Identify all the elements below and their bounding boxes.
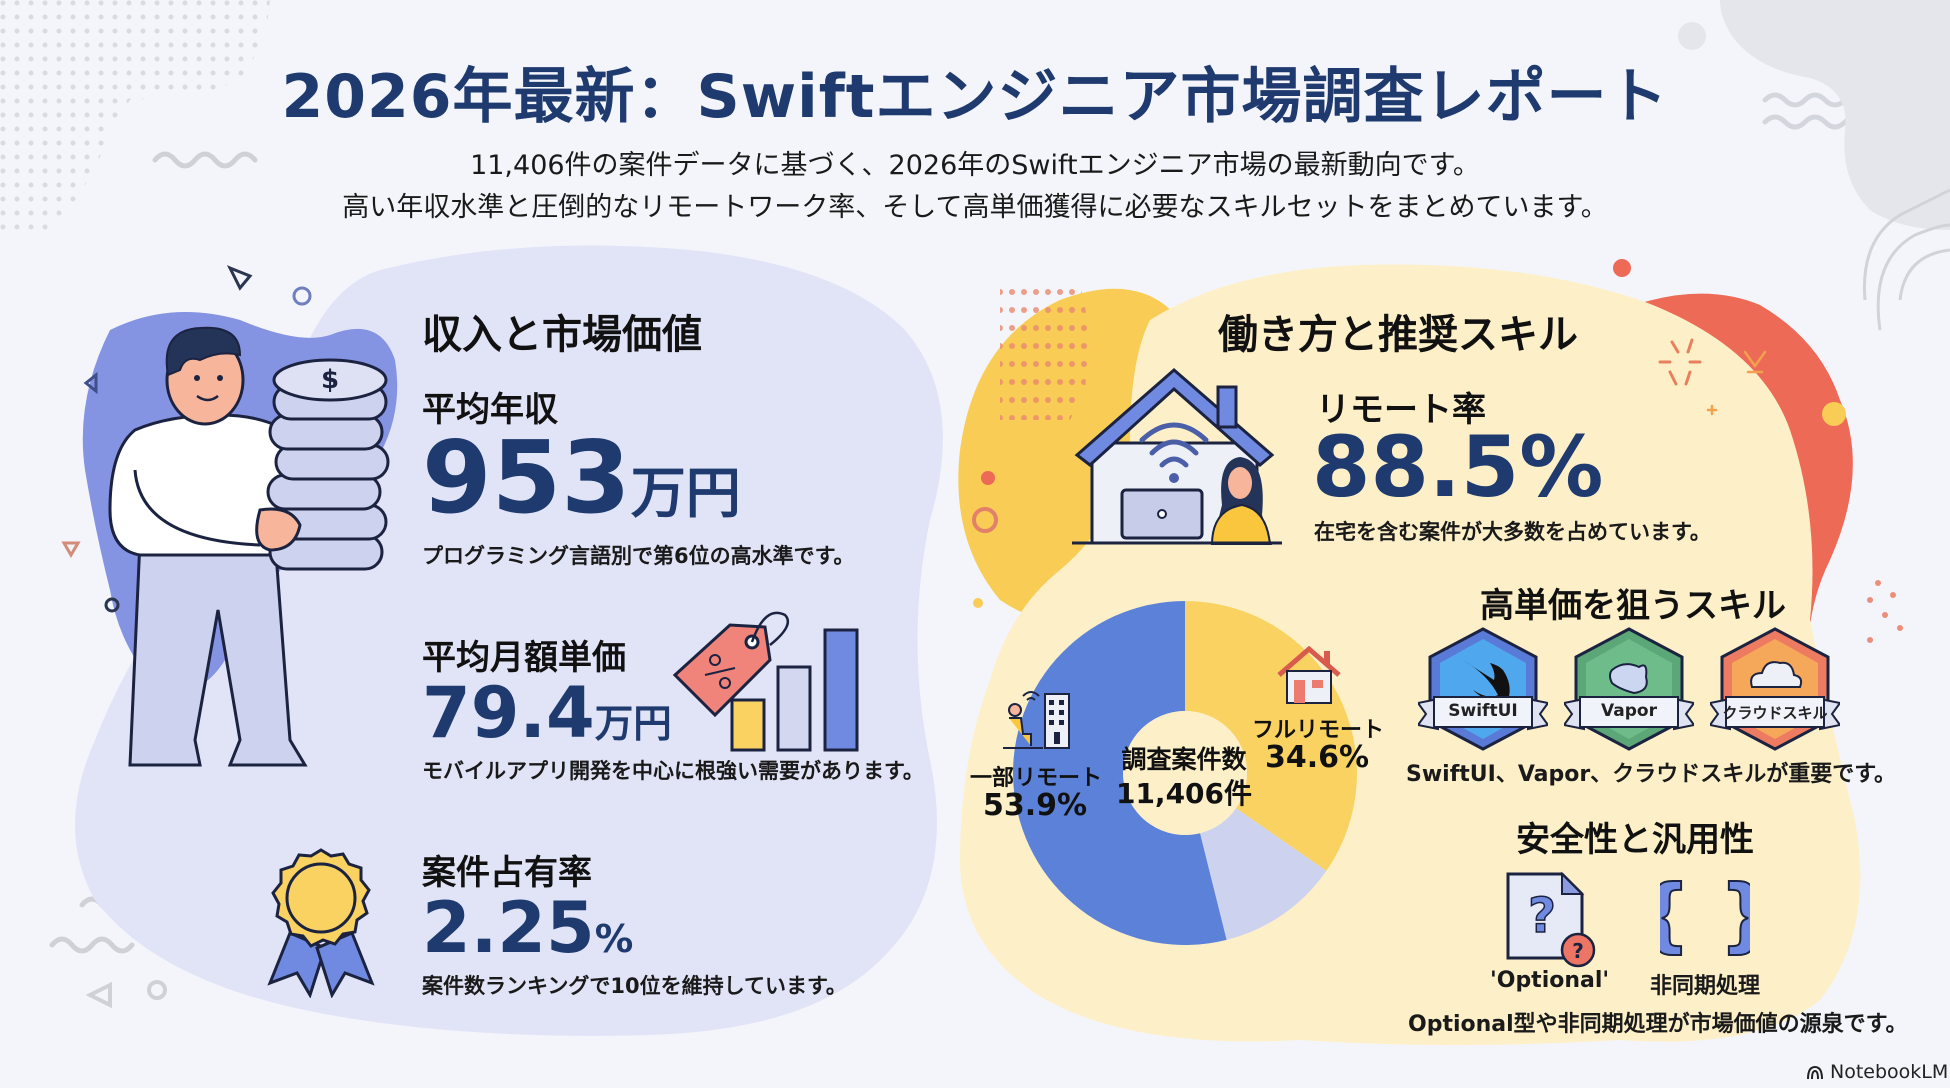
page-title: 2026年最新：Swiftエンジニア市場調査レポート xyxy=(281,62,1669,132)
remote-work-house-illustration xyxy=(1072,368,1282,545)
question-document-icon: ? ? xyxy=(1506,871,1596,968)
monthly-rate-value: 79.4万円 xyxy=(422,678,672,748)
skill-badge-cloud: クラウドスキル xyxy=(1708,625,1842,755)
svg-text:{ }: { } xyxy=(1660,870,1750,956)
async-label: 非同期処理 xyxy=(1649,974,1760,999)
full-remote-label: フルリモート xyxy=(1252,718,1385,743)
monthly-rate-label: 平均月額単価 xyxy=(422,638,626,678)
donut-segment-other xyxy=(1200,808,1327,940)
skill-badge-label: Vapor xyxy=(1601,701,1657,721)
monthly-rate-description: モバイルアプリ開発を中心に根強い需要があります。 xyxy=(422,759,924,783)
annual-income-description: プログラミング言語別で第6位の高水準です。 xyxy=(422,544,855,568)
remote-ratio-donut-chart xyxy=(1013,601,1357,945)
skills-description: SwiftUI、Vapor、クラウドスキルが重要です。 xyxy=(1406,762,1897,787)
annual-income-value: 953万円 xyxy=(422,428,741,528)
skill-badge-vapor: Vapor xyxy=(1562,625,1696,755)
skill-badge-swiftui: SwiftUI xyxy=(1416,625,1550,755)
skill-badge-label: クラウドスキル xyxy=(1722,704,1828,722)
annual-income-unit: 万円 xyxy=(630,461,741,525)
skill-badge-label: SwiftUI xyxy=(1448,701,1518,721)
donut-segment-full-remote xyxy=(1185,601,1357,871)
vapor-drop-icon xyxy=(1562,627,1696,751)
annual-income-number: 953 xyxy=(422,419,631,536)
cloud-icon xyxy=(1708,627,1842,751)
income-section-heading: 収入と市場価値 xyxy=(422,312,702,358)
swift-bird-icon xyxy=(1416,627,1550,751)
market-share-label: 案件占有率 xyxy=(422,853,592,893)
full-remote-value: 34.6% xyxy=(1264,740,1370,775)
price-tag-bar-chart-icon xyxy=(672,611,859,752)
notebooklm-logo-icon xyxy=(1807,1065,1823,1080)
market-share-description: 案件数ランキングで10位を維持しています。 xyxy=(422,974,847,998)
house-icon xyxy=(1277,645,1341,704)
partial-remote-label: 一部リモート xyxy=(970,766,1103,791)
monthly-rate-number: 79.4 xyxy=(422,672,595,754)
svg-text:?: ? xyxy=(1528,888,1556,944)
curly-braces-icon: { } xyxy=(1660,870,1750,956)
person-holding-coins-illustration: $ xyxy=(108,326,390,767)
subtitle-line-1: 11,406件の案件データに基づく、2026年のSwiftエンジニア市場の最新動… xyxy=(470,150,1480,181)
remote-rate-label: リモート率 xyxy=(1316,390,1486,430)
svg-text:?: ? xyxy=(1572,939,1584,963)
subtitle-line-2: 高い年収水準と圧倒的なリモートワーク率、そして高単価獲得に必要なスキルセットをま… xyxy=(342,192,1608,223)
award-ribbon-icon xyxy=(267,848,375,998)
remote-rate-value: 88.5% xyxy=(1312,418,1604,516)
notebooklm-brand: NotebookLM xyxy=(1806,1061,1948,1083)
office-worker-icon xyxy=(1003,691,1070,749)
donut-segment-partial-remote xyxy=(1013,601,1227,945)
work-style-section-heading: 働き方と推奨スキル xyxy=(1218,312,1578,358)
safety-description: Optional型や非同期処理が市場価値の源泉です。 xyxy=(1408,1012,1908,1037)
svg-text:$: $ xyxy=(321,365,339,395)
market-share-number: 2.25 xyxy=(422,887,595,969)
remote-rate-description: 在宅を含む案件が大多数を占めています。 xyxy=(1314,520,1711,544)
market-share-value: 2.25% xyxy=(422,893,633,963)
market-share-unit: % xyxy=(594,917,634,962)
monthly-rate-unit: 万円 xyxy=(594,702,672,747)
partial-remote-value: 53.9% xyxy=(982,788,1088,823)
optional-label: 'Optional' xyxy=(1490,968,1610,993)
donut-center-value: 11,406件 xyxy=(1115,777,1253,810)
notebooklm-label: NotebookLM xyxy=(1830,1061,1949,1083)
safety-heading: 安全性と汎用性 xyxy=(1516,820,1754,860)
skills-heading: 高単価を狙うスキル xyxy=(1480,586,1786,626)
annual-income-label: 平均年収 xyxy=(422,390,558,430)
donut-center-label: 調査案件数 xyxy=(1121,745,1247,774)
